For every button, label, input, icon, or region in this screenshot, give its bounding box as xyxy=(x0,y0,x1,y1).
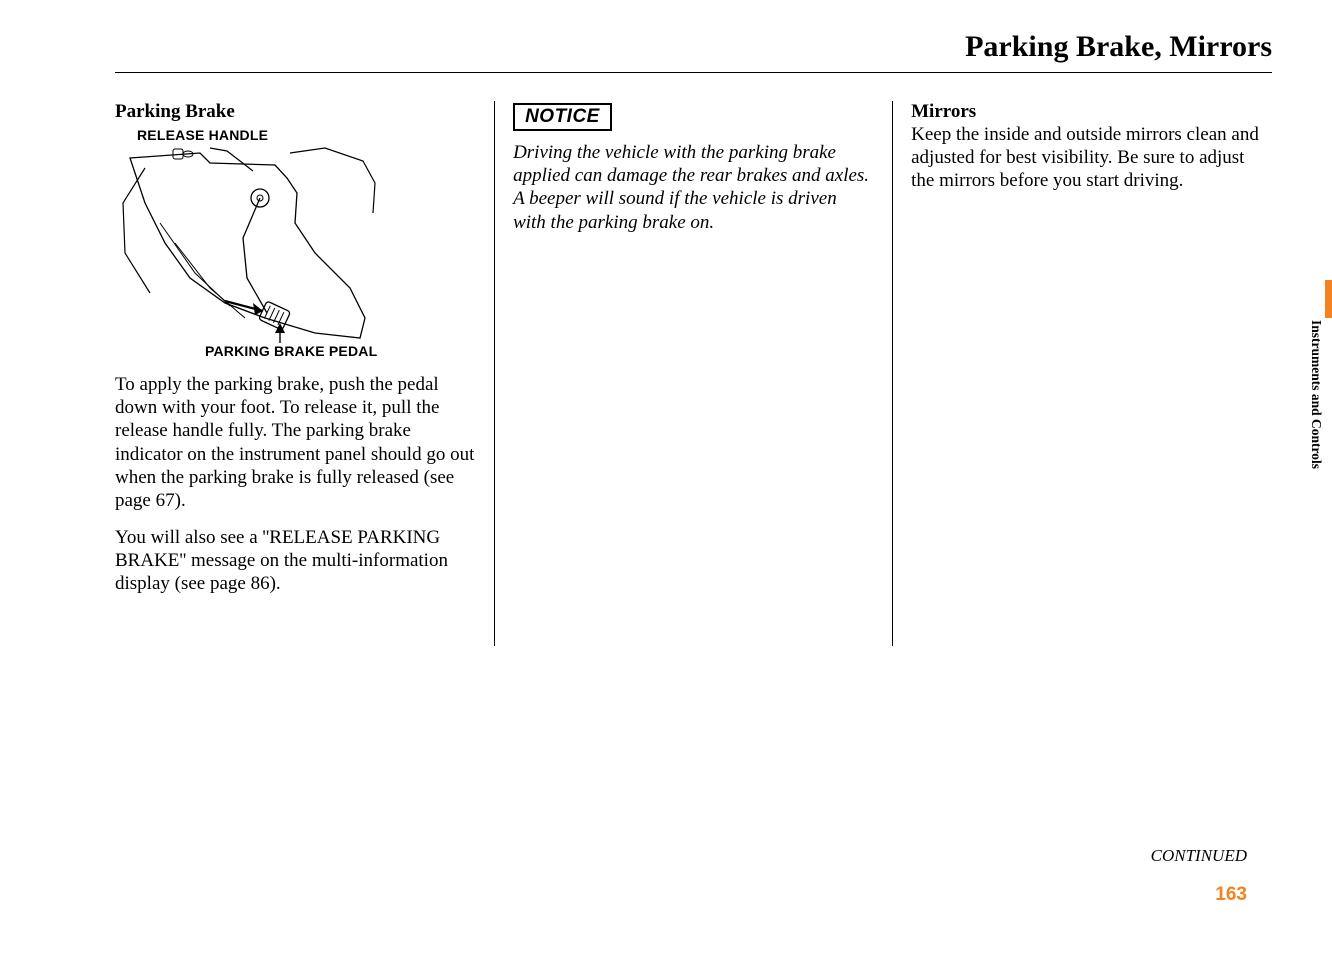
page-number: 163 xyxy=(1215,884,1247,906)
section-side-tab: Instruments and Controls xyxy=(1302,280,1332,480)
notice-box: NOTICE xyxy=(513,103,612,131)
column-notice: NOTICE Driving the vehicle with the park… xyxy=(495,101,892,646)
notice-label: NOTICE xyxy=(525,106,600,127)
release-handle-label: RELEASE HANDLE xyxy=(137,127,268,143)
section-tab-text: Instruments and Controls xyxy=(1308,320,1324,469)
parking-brake-para2: You will also see a ''RELEASE PARKING BR… xyxy=(115,526,476,596)
column-parking-brake: Parking Brake RELEASE HANDLE xyxy=(115,101,494,646)
section-tab-marker xyxy=(1325,280,1332,318)
mirrors-heading: Mirrors xyxy=(911,101,1272,123)
content-columns: Parking Brake RELEASE HANDLE xyxy=(115,101,1272,646)
continued-label: CONTINUED xyxy=(1151,846,1247,866)
parking-brake-illustration xyxy=(115,143,385,353)
column-mirrors: Mirrors Keep the inside and outside mirr… xyxy=(893,101,1272,646)
mirrors-para: Keep the inside and outside mirrors clea… xyxy=(911,123,1272,193)
parking-brake-heading: Parking Brake xyxy=(115,101,476,123)
page-title: Parking Brake, Mirrors xyxy=(965,30,1272,63)
parking-brake-pedal-label: PARKING BRAKE PEDAL xyxy=(205,343,377,359)
parking-brake-para1: To apply the parking brake, push the ped… xyxy=(115,373,476,512)
parking-brake-diagram: RELEASE HANDLE xyxy=(115,127,385,359)
notice-para: Driving the vehicle with the parking bra… xyxy=(513,141,874,234)
